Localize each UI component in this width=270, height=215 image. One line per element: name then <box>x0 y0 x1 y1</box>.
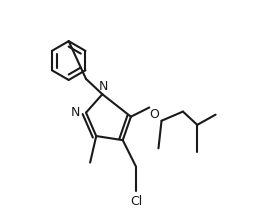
Text: O: O <box>150 108 159 121</box>
Text: N: N <box>70 106 80 119</box>
Text: Cl: Cl <box>130 195 142 208</box>
Text: N: N <box>99 80 108 93</box>
